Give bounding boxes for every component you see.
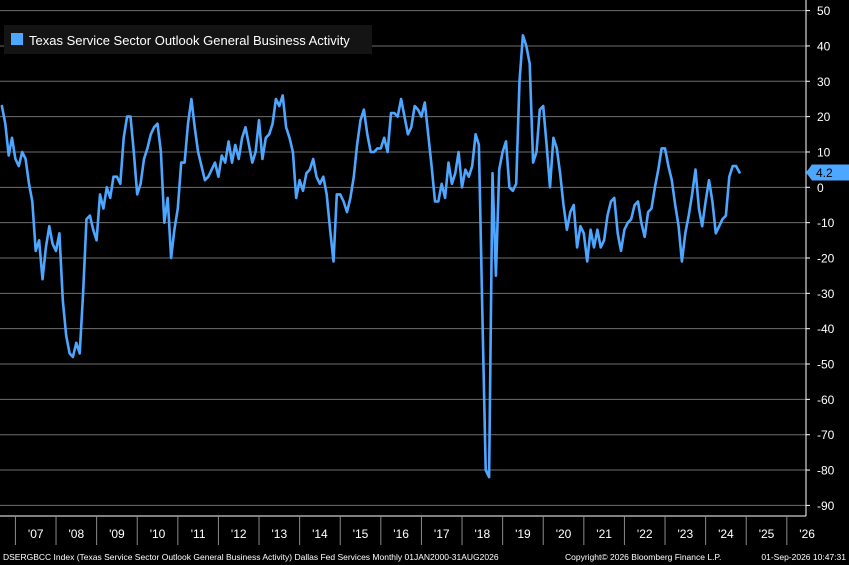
x-tick-label: '15 <box>353 527 369 541</box>
x-tick-label: '19 <box>515 527 531 541</box>
y-tick-label: 10 <box>817 145 831 159</box>
x-tick-label: '18 <box>475 527 491 541</box>
x-tick-label: '10 <box>150 527 166 541</box>
footer: DSERGBCC Index (Texas Service Sector Out… <box>3 552 846 562</box>
y-tick-label: 0 <box>817 181 824 195</box>
y-tick-label: 30 <box>817 75 831 89</box>
legend[interactable]: Texas Service Sector Outlook General Bus… <box>4 25 372 54</box>
x-tick-label: '13 <box>272 527 288 541</box>
x-tick-label: '08 <box>69 527 85 541</box>
series-line <box>0 34 741 479</box>
footer-copyright: Copyright© 2026 Bloomberg Finance L.P. <box>565 552 721 562</box>
x-axis: '07 '08 '09 '10 '11 '12 '13 '14 '15 '16 '17 '18 '19 '… <box>0 515 815 545</box>
x-tick-label: '25 <box>759 527 775 541</box>
x-tick-label: '24 <box>718 527 734 541</box>
y-tick-label: -40 <box>817 322 835 336</box>
x-tick-label: '07 <box>28 527 44 541</box>
x-tick-label: '09 <box>109 527 125 541</box>
footer-source: DSERGBCC Index (Texas Service Sector Out… <box>3 552 499 562</box>
y-axis: 50 40 30 20 10 0 -10 -20 -30 -40 -50 -60 -70 -80 -90 <box>805 0 835 516</box>
x-tick-label: '12 <box>231 527 247 541</box>
y-tick-label: -50 <box>817 358 835 372</box>
legend-background <box>4 25 372 54</box>
y-tick-label: -80 <box>817 464 835 478</box>
last-value-tag <box>806 164 849 181</box>
y-tick-label: -90 <box>817 499 835 513</box>
footer-timestamp: 01-Sep-2026 10:47:31 <box>761 552 846 562</box>
x-tick-label: '14 <box>312 527 328 541</box>
y-tick-label: 20 <box>817 110 831 124</box>
x-tick-label: '17 <box>434 527 450 541</box>
x-tick-label: '22 <box>637 527 653 541</box>
last-value-label: 4.2 <box>816 166 833 180</box>
series-layer <box>0 34 741 479</box>
y-tick-label: -60 <box>817 393 835 407</box>
x-tick-label: '23 <box>678 527 694 541</box>
legend-swatch <box>11 33 23 45</box>
y-tick-label: -10 <box>817 216 835 230</box>
y-tick-label: -70 <box>817 428 835 442</box>
x-tick-label: '16 <box>393 527 409 541</box>
x-tick-label: '11 <box>191 527 206 541</box>
last-value-marker: 4.2 <box>806 164 849 181</box>
y-tick-label: 40 <box>817 39 831 53</box>
x-tick-label: '21 <box>596 527 612 541</box>
x-tick-label: '26 <box>799 527 815 541</box>
y-tick-label: 50 <box>817 4 831 18</box>
x-tick-label: '20 <box>556 527 572 541</box>
y-tick-label: -20 <box>817 252 835 266</box>
grid-lines <box>0 10 806 506</box>
y-tick-label: -30 <box>817 287 835 301</box>
legend-label: Texas Service Sector Outlook General Bus… <box>29 33 350 48</box>
